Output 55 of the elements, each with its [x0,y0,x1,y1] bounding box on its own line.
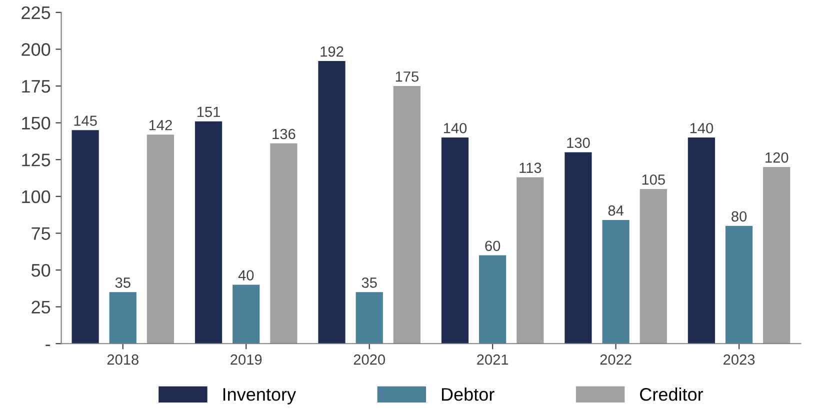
y-tick-label: 150 [22,116,50,130]
data-label: 80 [732,211,747,222]
y-tick-label: 100 [22,190,50,204]
bar [516,177,544,344]
y-tick-label: 175 [22,80,50,93]
bar [194,121,222,344]
bar [602,220,630,344]
x-tick-label: 2023 [724,354,755,365]
bar [688,138,716,344]
data-label: 40 [238,270,254,280]
y-tick-label: 125 [22,154,50,166]
data-label: 130 [567,138,590,148]
data-label: 192 [320,46,344,57]
bar [393,86,420,344]
legend-label: Debtor [442,388,494,401]
bar [72,130,99,344]
y-tick-label: 50 [32,264,50,277]
data-label: 120 [766,152,788,163]
y-tick-label: 75 [32,227,50,240]
data-label: 175 [396,72,418,82]
bar [441,138,469,344]
data-label: 140 [444,122,467,134]
y-tick-label: 200 [22,43,50,56]
x-tick-label: 2020 [354,354,386,365]
data-label: 136 [272,128,296,140]
bar [318,60,346,344]
bar [232,284,260,344]
data-label: 142 [149,120,172,130]
data-label: 60 [485,240,500,252]
y-tick-label: 25 [32,300,50,314]
y-tick-label: - [46,344,50,346]
data-label: 84 [608,205,624,216]
x-tick-label: 2018 [107,354,138,365]
data-label: 145 [74,116,97,126]
data-label: 105 [642,174,665,185]
bar [725,226,753,344]
x-tick-label: 2022 [600,354,632,365]
y-tick-label: 225 [22,6,50,20]
bar [640,189,667,344]
x-tick-label: 2019 [230,354,262,365]
data-label: 113 [520,162,542,174]
legend-label: Inventory [223,388,296,404]
data-label: 140 [690,122,714,134]
bar [763,166,790,344]
data-label: 35 [362,278,377,288]
data-label: 151 [197,106,220,118]
bar [564,152,592,344]
bar [479,255,506,344]
bar [356,292,383,344]
bar [109,292,136,344]
legend-label: Creditor [640,388,704,401]
bar [146,134,174,344]
data-label: 35 [115,278,130,288]
x-tick-label: 2021 [477,354,508,365]
bar [270,143,298,344]
